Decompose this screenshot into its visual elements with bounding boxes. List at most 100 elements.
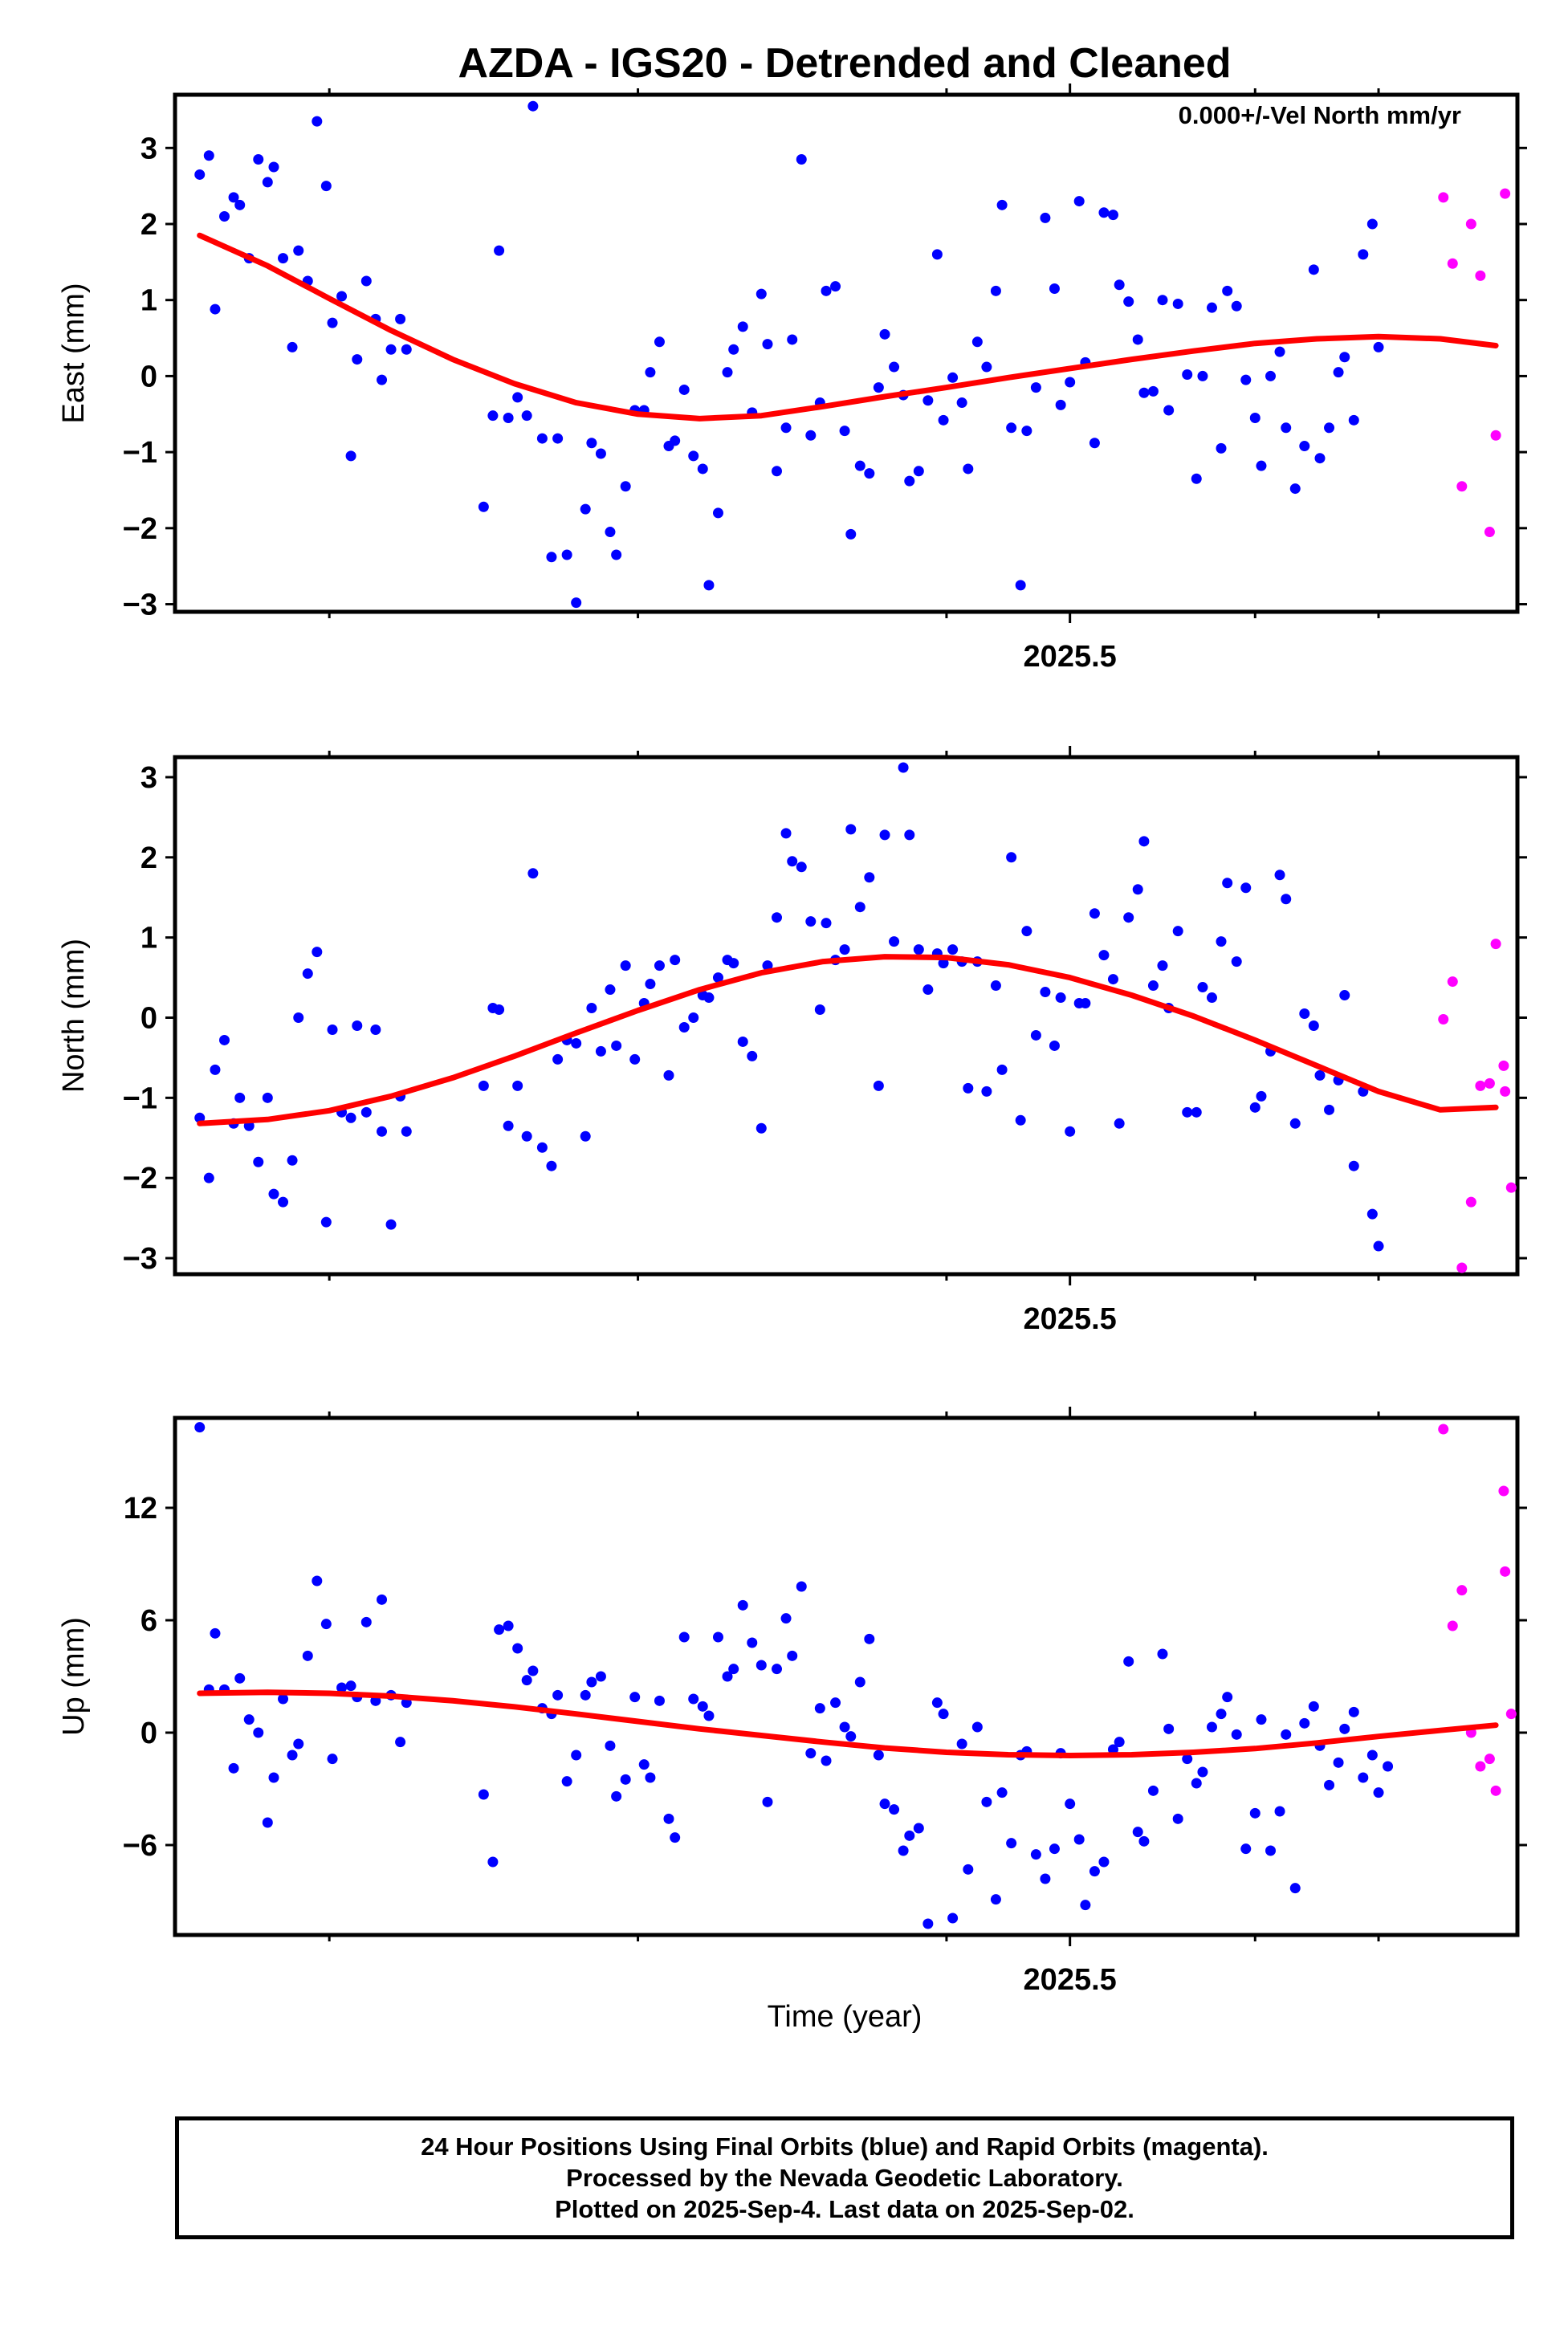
north-rapid-point xyxy=(1447,976,1458,988)
up-final-point xyxy=(210,1627,221,1639)
east-rapid-point xyxy=(1490,430,1501,441)
up-final-point xyxy=(243,1714,255,1725)
east-final-point xyxy=(1030,382,1041,393)
north-plot-area xyxy=(194,762,1517,1273)
north-final-point xyxy=(854,902,865,913)
east-final-point xyxy=(1281,422,1292,434)
up-final-point xyxy=(1308,1701,1319,1712)
up-ytick-label: 12 xyxy=(124,1492,157,1525)
up-final-point xyxy=(1098,1856,1110,1868)
north-final-point xyxy=(234,1092,246,1103)
north-final-point xyxy=(1281,894,1292,905)
east-final-point xyxy=(210,303,221,315)
east-final-point xyxy=(503,413,514,423)
up-final-point xyxy=(772,1664,783,1675)
north-final-point xyxy=(913,944,924,955)
up-final-point xyxy=(268,1772,279,1783)
east-final-point xyxy=(1308,264,1319,275)
east-final-point xyxy=(1240,374,1252,385)
panel-north: −3 −2 −1 0 1 2 3 2025.5 North (mm) xyxy=(57,746,1527,1336)
north-final-point xyxy=(990,980,1001,992)
east-final-point xyxy=(678,384,690,395)
north-rapid-point xyxy=(1498,1060,1509,1071)
north-final-point xyxy=(873,1080,884,1091)
north-final-point xyxy=(821,918,832,929)
up-final-point xyxy=(830,1697,841,1709)
east-final-point xyxy=(1299,441,1310,452)
footer-line-3: Plotted on 2025-Sep-4. Last data on 2025… xyxy=(555,2195,1134,2223)
north-final-point xyxy=(527,868,539,879)
up-final-point xyxy=(521,1675,532,1686)
up-final-point xyxy=(805,1748,817,1759)
north-final-point xyxy=(521,1130,532,1142)
up-final-point xyxy=(552,1689,564,1701)
east-final-point xyxy=(352,354,363,365)
east-final-point xyxy=(780,422,792,434)
north-final-point xyxy=(1240,882,1252,894)
north-final-point xyxy=(839,944,850,955)
north-ytick-label: 2 xyxy=(141,841,157,875)
east-final-point xyxy=(571,597,582,609)
up-ytick-label: −6 xyxy=(123,1829,157,1863)
east-final-point xyxy=(546,552,557,563)
north-fit-line xyxy=(197,954,1499,1126)
up-final-point xyxy=(938,1709,949,1720)
north-final-point xyxy=(747,1050,758,1061)
up-final-point xyxy=(1373,1787,1384,1798)
east-final-point xyxy=(1172,298,1183,309)
east-final-point xyxy=(904,475,915,487)
chart-title: AZDA - IGS20 - Detrended and Cleaned xyxy=(458,40,1231,87)
east-final-point xyxy=(478,501,489,512)
up-final-point xyxy=(1049,1843,1060,1855)
up-final-point xyxy=(1265,1845,1277,1856)
up-final-point xyxy=(762,1796,773,1807)
up-final-point xyxy=(747,1637,758,1648)
up-final-point xyxy=(360,1616,372,1627)
north-final-point xyxy=(796,862,807,873)
east-final-point xyxy=(839,426,850,437)
east-final-point xyxy=(536,433,548,444)
up-final-point xyxy=(377,1594,388,1605)
east-final-point xyxy=(703,580,715,591)
east-final-point xyxy=(605,527,616,538)
north-final-point xyxy=(1055,992,1066,1004)
east-final-point xyxy=(1065,377,1076,388)
east-final-point xyxy=(864,468,875,479)
east-final-point xyxy=(1123,296,1134,308)
up-final-point xyxy=(755,1660,767,1671)
north-final-point xyxy=(536,1142,548,1153)
up-final-point xyxy=(913,1823,924,1834)
north-final-point xyxy=(1339,990,1350,1001)
east-final-point xyxy=(521,410,532,422)
north-final-point xyxy=(712,972,723,984)
north-final-point xyxy=(1080,998,1091,1009)
north-final-point xyxy=(879,829,890,841)
east-final-point xyxy=(312,116,323,127)
up-final-point xyxy=(571,1750,582,1761)
up-final-point xyxy=(1172,1813,1183,1824)
east-final-point xyxy=(327,317,338,328)
north-final-point xyxy=(1308,1020,1319,1031)
east-final-point xyxy=(654,336,665,348)
east-final-point xyxy=(377,374,388,385)
east-final-point xyxy=(320,181,332,192)
up-final-point xyxy=(194,1422,206,1433)
east-final-point xyxy=(1138,387,1150,398)
up-final-point xyxy=(722,1671,733,1682)
up-final-point xyxy=(1123,1656,1134,1667)
up-ylabel: Up (mm) xyxy=(57,1617,91,1736)
east-final-point xyxy=(1222,285,1233,296)
up-final-point xyxy=(262,1817,273,1828)
east-ytick-label: 0 xyxy=(141,360,157,393)
east-final-point xyxy=(1197,370,1208,381)
east-final-point xyxy=(712,507,723,519)
up-final-point xyxy=(586,1676,597,1688)
north-final-point xyxy=(1274,870,1285,881)
north-final-point xyxy=(345,1112,356,1123)
north-final-point xyxy=(1366,1208,1378,1220)
north-final-point xyxy=(580,1130,591,1142)
up-final-point xyxy=(253,1727,264,1738)
up-final-point xyxy=(487,1856,499,1868)
up-final-point xyxy=(629,1692,641,1703)
